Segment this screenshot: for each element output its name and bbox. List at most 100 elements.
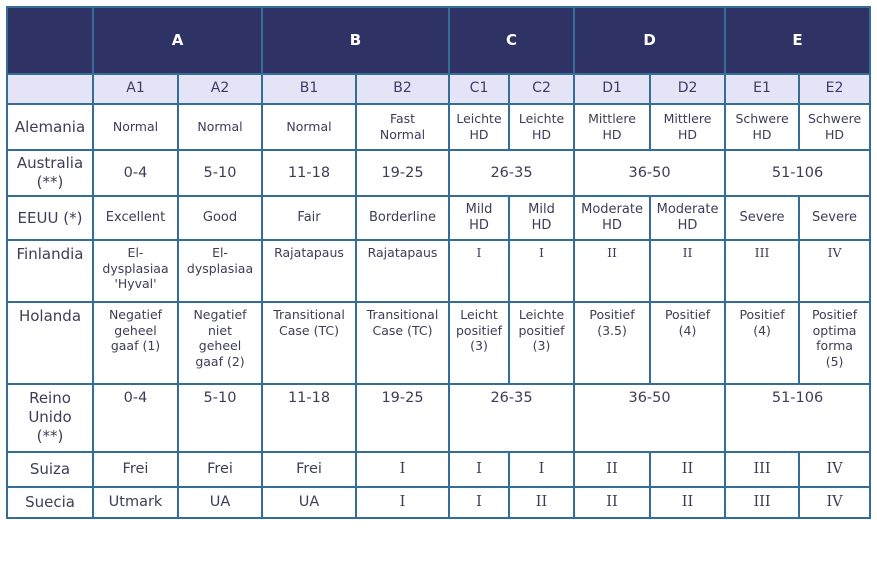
table-cell: 51-106 bbox=[724, 383, 872, 453]
table-cell: Rajatapaus bbox=[261, 239, 358, 303]
country-cell: Reino Unido (**) bbox=[6, 383, 94, 453]
table-cell: Severe bbox=[724, 195, 801, 241]
table-cell: Severe bbox=[798, 195, 872, 241]
table-header: A B C D E A1 A2 B1 B2 C1 C2 D1 D2 E1 E2 bbox=[6, 6, 872, 105]
table-cell: I bbox=[355, 451, 451, 488]
table-cell: Frei bbox=[176, 451, 264, 488]
table-cell: Transitional Case (TC) bbox=[355, 301, 451, 385]
table-cell: II bbox=[508, 486, 576, 519]
group-header-cell: C bbox=[448, 6, 576, 75]
table-row: Australia (**) 0-4 5-10 11-18 19-25 26-35 36-5… bbox=[6, 149, 872, 197]
country-cell: Suiza bbox=[6, 451, 94, 488]
table-cell: Excellent bbox=[92, 195, 179, 241]
table-cell: Leichte HD bbox=[448, 103, 511, 151]
table-cell: Borderline bbox=[355, 195, 451, 241]
table-cell: 51-106 bbox=[724, 149, 872, 197]
table-cell: 19-25 bbox=[355, 383, 451, 453]
table-cell: II bbox=[649, 239, 727, 303]
table-cell: II bbox=[649, 486, 727, 519]
table-cell: Mittlere HD bbox=[649, 103, 727, 151]
table-cell: Positief (4) bbox=[649, 301, 727, 385]
table-cell: Positief optima forma (5) bbox=[798, 301, 872, 385]
table-cell: Negatief geheel gaaf (1) bbox=[92, 301, 179, 385]
table-cell: I bbox=[508, 239, 576, 303]
table-cell: 5-10 bbox=[176, 149, 264, 197]
country-cell: Australia (**) bbox=[6, 149, 94, 197]
table-cell: El- dysplasiaa bbox=[176, 239, 264, 303]
table-cell: I bbox=[448, 451, 511, 488]
country-cell: Finlandia bbox=[6, 239, 94, 303]
table-cell: 0-4 bbox=[92, 383, 179, 453]
subheader-cell: C1 bbox=[448, 73, 511, 105]
table-cell: I bbox=[508, 451, 576, 488]
table-row: Reino Unido (**) 0-4 5-10 11-18 19-25 26-35 36… bbox=[6, 383, 872, 453]
table-cell: III bbox=[724, 239, 801, 303]
subheader-cell: B2 bbox=[355, 73, 451, 105]
table-cell: Frei bbox=[261, 451, 358, 488]
table-row: Finlandia El- dysplasiaa 'Hyval' El- dyspl… bbox=[6, 239, 872, 303]
table-row: Holanda Negatief geheel gaaf (1) Negatief … bbox=[6, 301, 872, 385]
table-cell: Positief (3.5) bbox=[573, 301, 652, 385]
table-cell: II bbox=[573, 451, 652, 488]
table-cell: Normal bbox=[176, 103, 264, 151]
table-cell: 5-10 bbox=[176, 383, 264, 453]
table-cell: III bbox=[724, 451, 801, 488]
grading-comparison-table: A B C D E A1 A2 B1 B2 C1 C2 D1 D2 E1 E2 Alemania Normal… bbox=[6, 6, 872, 519]
table-cell: Good bbox=[176, 195, 264, 241]
table-cell: Leichte HD bbox=[508, 103, 576, 151]
table-cell: Mild HD bbox=[448, 195, 511, 241]
table-cell: Negatief niet geheel gaaf (2) bbox=[176, 301, 264, 385]
group-header-cell: A bbox=[91, 6, 264, 75]
subheader-row: A1 A2 B1 B2 C1 C2 D1 D2 E1 E2 bbox=[6, 73, 872, 105]
table-cell: 36-50 bbox=[573, 383, 727, 453]
table-cell: II bbox=[573, 486, 652, 519]
group-header-cell: B bbox=[261, 6, 451, 75]
table-cell: Rajatapaus bbox=[355, 239, 451, 303]
table-cell: I bbox=[448, 239, 511, 303]
table-row: Alemania Normal Normal Normal Fast Normal Lei… bbox=[6, 103, 872, 151]
table-cell: 26-35 bbox=[448, 383, 576, 453]
table-cell: Moderate HD bbox=[649, 195, 727, 241]
subheader-cell: C2 bbox=[508, 73, 576, 105]
table-cell: Fast Normal bbox=[355, 103, 451, 151]
table-cell: UA bbox=[261, 486, 358, 519]
table-cell: Frei bbox=[92, 451, 179, 488]
table-cell: 0-4 bbox=[92, 149, 179, 197]
country-cell: Holanda bbox=[6, 301, 94, 385]
group-header-cell: E bbox=[724, 6, 872, 75]
table-cell: UA bbox=[176, 486, 264, 519]
subheader-cell: B1 bbox=[261, 73, 358, 105]
table-row: Suecia Utmark UA UA I I II II II III IV bbox=[6, 486, 872, 519]
country-cell: Alemania bbox=[6, 103, 94, 151]
table-cell: Moderate HD bbox=[573, 195, 652, 241]
table-cell: Schwere HD bbox=[724, 103, 801, 151]
table-cell: 26-35 bbox=[448, 149, 576, 197]
table-cell: 36-50 bbox=[573, 149, 727, 197]
table-cell: Mittlere HD bbox=[573, 103, 652, 151]
table-cell: IV bbox=[798, 239, 872, 303]
table-cell: Utmark bbox=[92, 486, 179, 519]
subheader-cell: E2 bbox=[798, 73, 872, 105]
table-cell: Leicht positief (3) bbox=[448, 301, 511, 385]
table-body: Alemania Normal Normal Normal Fast Normal Lei… bbox=[6, 103, 872, 519]
table-cell: III bbox=[724, 486, 801, 519]
corner-cell bbox=[6, 73, 94, 105]
group-header-cell: D bbox=[573, 6, 727, 75]
country-cell: EEUU (*) bbox=[6, 195, 94, 241]
country-cell: Suecia bbox=[6, 486, 94, 519]
table-cell: Mild HD bbox=[508, 195, 576, 241]
subheader-cell: A1 bbox=[92, 73, 179, 105]
table-cell: Transitional Case (TC) bbox=[261, 301, 358, 385]
subheader-cell: D2 bbox=[649, 73, 727, 105]
table-cell: Schwere HD bbox=[798, 103, 872, 151]
table-cell: Normal bbox=[261, 103, 358, 151]
table-cell: I bbox=[448, 486, 511, 519]
table-cell: Fair bbox=[261, 195, 358, 241]
subheader-cell: A2 bbox=[176, 73, 264, 105]
corner-cell bbox=[6, 6, 94, 75]
subheader-cell: E1 bbox=[724, 73, 801, 105]
table-cell: Positief (4) bbox=[724, 301, 801, 385]
table-cell: Normal bbox=[92, 103, 179, 151]
table-cell: 11-18 bbox=[261, 383, 358, 453]
